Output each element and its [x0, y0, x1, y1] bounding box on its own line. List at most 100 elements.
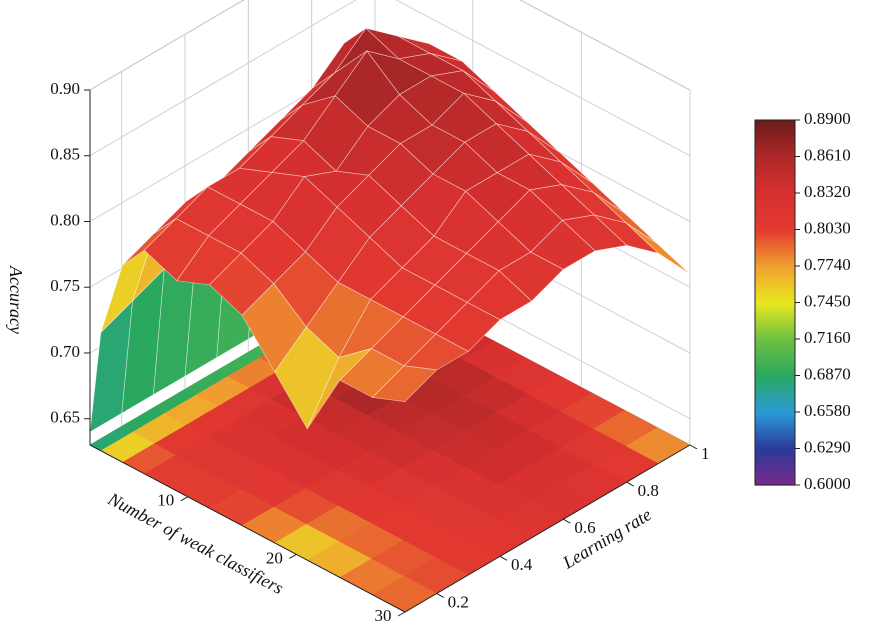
colorbar-band [755, 177, 795, 182]
colorbar-tick-label: 0.8320 [804, 182, 851, 201]
colorbar-tick-label: 0.6000 [804, 474, 851, 493]
colorbar-band [755, 308, 795, 313]
y-tick [626, 481, 634, 487]
colorbar-band [755, 390, 795, 395]
colorbar-band [755, 223, 795, 228]
z-tick-label: 0.75 [50, 276, 80, 295]
colorbar-band [755, 196, 795, 200]
colorbar-band [755, 120, 795, 124]
x-tick [397, 611, 406, 617]
y-tick [436, 593, 444, 598]
colorbar-band [755, 238, 795, 243]
z-tick-label: 0.80 [50, 210, 80, 229]
z-tick-label: 0.65 [50, 408, 80, 427]
colorbar-band [755, 454, 795, 459]
y-tick-label: 0.8 [638, 481, 659, 500]
colorbar-band [755, 375, 795, 380]
x-tick-label: 20 [266, 548, 283, 567]
colorbar-tick-label: 0.6290 [804, 437, 851, 456]
colorbar-band [755, 348, 795, 352]
colorbar-band [755, 281, 795, 285]
colorbar-band [755, 150, 795, 155]
colorbar-tick-label: 0.7160 [804, 328, 851, 347]
x-tick-label: 30 [375, 606, 392, 625]
colorbar-band [755, 457, 795, 462]
colorbar-band [755, 320, 795, 325]
colorbar-band [755, 436, 795, 440]
colorbar-band [755, 384, 795, 389]
colorbar-band [755, 284, 795, 288]
colorbar-band [755, 311, 795, 316]
colorbar-band [755, 259, 795, 264]
colorbar-band [755, 241, 795, 246]
colorbar-band [755, 332, 795, 337]
colorbar-band [755, 287, 795, 291]
colorbar-band [755, 183, 795, 188]
colorbar-band [755, 214, 795, 218]
y-tick [689, 444, 698, 450]
colorbar-band [755, 439, 795, 444]
colorbar-band [755, 408, 795, 413]
colorbar-band [755, 360, 795, 364]
colorbar-band [755, 363, 795, 367]
z-axis-label: Accuracy [6, 265, 26, 334]
colorbar-band [755, 445, 795, 450]
colorbar-band [755, 323, 795, 328]
colorbar-band [755, 262, 795, 267]
colorbar-band [755, 247, 795, 252]
colorbar-band [755, 463, 795, 468]
colorbar-band [755, 475, 795, 480]
colorbar-band [755, 147, 795, 152]
colorbar-tick-label: 0.8900 [804, 109, 851, 128]
colorbar-band [755, 481, 795, 486]
colorbar-band [755, 354, 795, 358]
colorbar-band [755, 162, 795, 167]
colorbar-band [755, 393, 795, 398]
colorbar-band [755, 357, 795, 361]
z-tick-label: 0.70 [50, 342, 80, 361]
colorbar-band [755, 427, 795, 431]
colorbar-band [755, 256, 795, 261]
colorbar-band [755, 235, 795, 240]
colorbar-band [755, 293, 795, 298]
z-tick-label: 0.85 [50, 145, 80, 164]
colorbar-band [755, 153, 795, 158]
colorbar-band [755, 314, 795, 319]
colorbar-band [755, 205, 795, 209]
colorbar-tick-label: 0.8030 [804, 218, 851, 237]
colorbar-band [755, 126, 795, 130]
colorbar-band [755, 405, 795, 410]
colorbar-band [755, 299, 795, 304]
x-tick [180, 496, 189, 502]
colorbar-band [755, 199, 795, 203]
y-tick-label: 0.6 [574, 518, 595, 537]
colorbar-band [755, 378, 795, 383]
colorbar-band [755, 412, 795, 416]
colorbar-band [755, 135, 795, 139]
colorbar-band [755, 460, 795, 465]
colorbar-band [755, 296, 795, 301]
colorbar-band [755, 478, 795, 483]
colorbar-band [755, 381, 795, 386]
colorbar-band [755, 229, 795, 234]
y-tick-label: 0.2 [448, 592, 469, 611]
colorbar-band [755, 424, 795, 428]
colorbar-band [755, 250, 795, 255]
colorbar-band [755, 448, 795, 453]
colorbar-band [755, 165, 795, 170]
colorbar-band [755, 415, 795, 419]
colorbar-band [755, 211, 795, 215]
colorbar-band [755, 396, 795, 401]
colorbar-tick-label: 0.8610 [804, 145, 851, 164]
colorbar-band [755, 302, 795, 307]
colorbar-band [755, 208, 795, 212]
colorbar-band [755, 266, 795, 270]
colorbar-band [755, 186, 795, 191]
surface-cell [371, 365, 438, 402]
colorbar-band [755, 129, 795, 133]
colorbar-band [755, 174, 795, 179]
colorbar-band [755, 123, 795, 127]
y-tick-label: 0.4 [511, 555, 533, 574]
colorbar-band [755, 421, 795, 425]
